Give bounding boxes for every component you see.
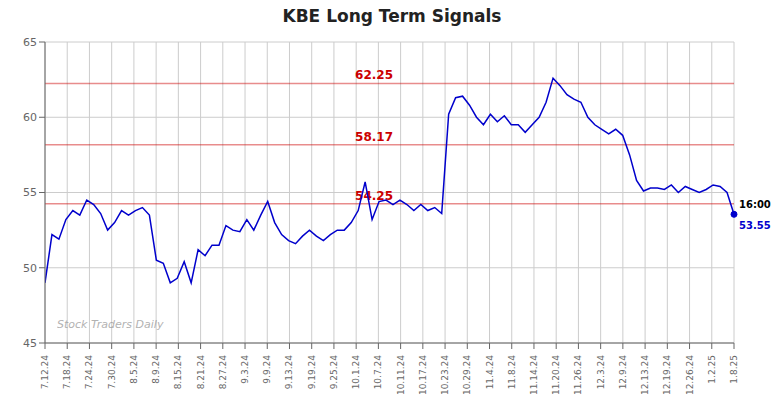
svg-text:62.25: 62.25	[355, 68, 393, 82]
svg-text:9.13.24: 9.13.24	[284, 355, 294, 390]
svg-text:12.9.24: 12.9.24	[618, 355, 628, 390]
svg-text:9.25.24: 9.25.24	[329, 355, 339, 390]
svg-text:10.7.24: 10.7.24	[373, 355, 383, 390]
html-text:Stock Traders Daily: Stock Traders Daily	[57, 318, 164, 331]
svg-text:8.21.24: 8.21.24	[196, 355, 206, 390]
svg-text:10.17.24: 10.17.24	[418, 355, 428, 395]
svg-text:11.8.24: 11.8.24	[507, 355, 517, 390]
svg-text:10.23.24: 10.23.24	[440, 355, 450, 395]
svg-text:8.15.24: 8.15.24	[173, 355, 183, 390]
svg-text:12.26.24: 12.26.24	[685, 355, 695, 395]
svg-text:53.55: 53.55	[739, 220, 771, 231]
svg-text:10.11.24: 10.11.24	[396, 355, 406, 395]
svg-text:54.25: 54.25	[355, 188, 393, 203]
svg-text:1.2.25: 1.2.25	[707, 355, 717, 384]
svg-text:50: 50	[23, 262, 37, 275]
svg-text:11.26.24: 11.26.24	[573, 355, 583, 395]
svg-text:45: 45	[23, 337, 37, 350]
svg-text:7.12.24: 7.12.24	[40, 355, 50, 390]
html-text:KBE Long Term Signals: KBE Long Term Signals	[282, 6, 502, 26]
svg-text:65: 65	[23, 36, 37, 49]
svg-text:8.5.24: 8.5.24	[129, 355, 139, 384]
svg-text:10.1.24: 10.1.24	[351, 355, 361, 390]
svg-text:9.19.24: 9.19.24	[307, 355, 317, 390]
svg-text:7.18.24: 7.18.24	[62, 355, 72, 390]
svg-text:8.9.24: 8.9.24	[151, 355, 161, 384]
svg-text:11.4.24: 11.4.24	[485, 355, 495, 390]
svg-text:12.13.24: 12.13.24	[640, 355, 650, 395]
svg-text:12.3.24: 12.3.24	[596, 355, 606, 390]
svg-text:11.14.24: 11.14.24	[529, 355, 539, 395]
svg-text:16:00: 16:00	[739, 199, 771, 210]
svg-text:9.9.24: 9.9.24	[262, 355, 272, 384]
svg-text:55: 55	[23, 186, 37, 199]
svg-text:11.20.24: 11.20.24	[551, 355, 561, 395]
svg-text:7.24.24: 7.24.24	[84, 355, 94, 390]
svg-text:12.19.24: 12.19.24	[662, 355, 672, 395]
svg-text:7.30.24: 7.30.24	[107, 355, 117, 390]
svg-text:60: 60	[23, 111, 37, 124]
svg-text:9.3.24: 9.3.24	[240, 355, 250, 384]
svg-text:1.8.25: 1.8.25	[729, 355, 739, 384]
svg-text:58.17: 58.17	[355, 130, 393, 144]
svg-text:8.27.24: 8.27.24	[218, 355, 228, 390]
svg-text:10.29.24: 10.29.24	[462, 355, 472, 395]
